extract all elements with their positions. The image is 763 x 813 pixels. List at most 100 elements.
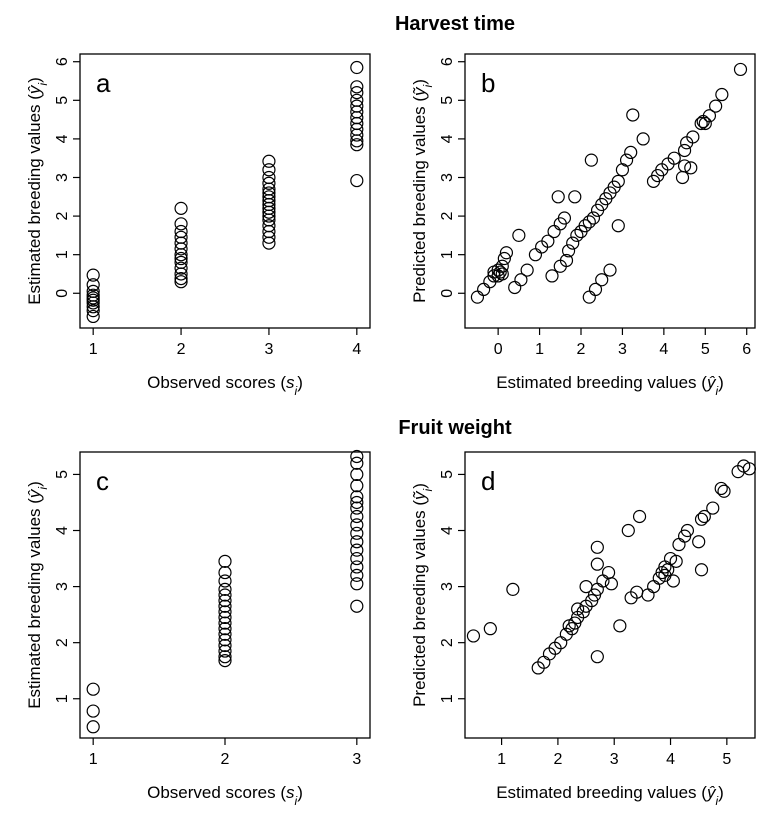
- data-point: [661, 563, 675, 577]
- data-point: [675, 170, 690, 185]
- data-point: [717, 484, 731, 498]
- data-point: [680, 523, 695, 538]
- data-point: [582, 215, 596, 229]
- data-point: [698, 116, 712, 131]
- data-point: [547, 224, 561, 239]
- y-tick-label: 1: [439, 694, 456, 703]
- data-point: [624, 145, 638, 160]
- data-point: [692, 535, 706, 549]
- data-point: [733, 62, 748, 77]
- panel-c: 1 2 3 1 2 3 4 5 Observed scores (si) Estimated br…: [25, 449, 371, 808]
- section-title-fruit-weight: Fruit weight: [398, 417, 512, 439]
- data-point: [613, 619, 627, 633]
- data-point: [641, 588, 655, 602]
- x-tick-label: 3: [264, 341, 273, 358]
- data-point: [590, 557, 604, 571]
- data-point: [512, 228, 526, 242]
- y-tick-label: 3: [439, 582, 456, 591]
- data-point: [174, 242, 188, 256]
- data-point: [350, 60, 364, 75]
- y-tick-label: 6: [54, 57, 71, 66]
- data-point: [218, 650, 232, 664]
- x-axis-label: Observed scores (si): [147, 783, 303, 808]
- data-point: [350, 173, 364, 188]
- y-tick-label: 1: [54, 250, 71, 259]
- y-tick-label: 4: [54, 526, 71, 535]
- data-point: [694, 116, 708, 131]
- data-point: [647, 579, 661, 594]
- plot-frame: [79, 53, 371, 329]
- x-axis-label: Estimated breeding values (ŷi): [496, 783, 724, 808]
- data-point: [586, 211, 601, 225]
- data-point: [619, 153, 634, 167]
- y-tick-label: 2: [439, 212, 456, 221]
- y-tick-label: 2: [439, 638, 456, 647]
- data-point: [218, 633, 232, 647]
- data-point: [694, 563, 709, 577]
- data-point: [579, 579, 593, 594]
- data-point: [218, 599, 232, 613]
- data-point: [562, 619, 576, 633]
- y-tick-label: 5: [54, 470, 71, 479]
- x-tick-label: 2: [177, 341, 186, 358]
- data-point: [218, 616, 232, 630]
- y-axis-label: Estimated breeding values (ŷi): [25, 481, 50, 709]
- data-point: [677, 159, 692, 173]
- data-point: [470, 290, 485, 304]
- plot-frame: [464, 451, 756, 739]
- data-point: [350, 128, 364, 142]
- data-point: [174, 217, 188, 231]
- data-point: [514, 273, 528, 287]
- data-point: [262, 205, 276, 219]
- data-point: [601, 565, 616, 580]
- x-tick-label: 1: [497, 751, 506, 768]
- data-point: [590, 650, 604, 664]
- data-point: [483, 622, 497, 636]
- x-tick-label: 4: [352, 341, 361, 358]
- data-point: [528, 248, 543, 262]
- data-point: [495, 267, 509, 281]
- data-point: [742, 462, 756, 476]
- data-point: [86, 704, 100, 718]
- data-point: [697, 509, 711, 524]
- data-point: [570, 228, 584, 242]
- data-point: [590, 540, 604, 554]
- data-point: [557, 211, 572, 225]
- panel-letter: a: [96, 68, 111, 98]
- data-point: [497, 251, 511, 266]
- data-point: [262, 163, 276, 177]
- data-point: [350, 518, 364, 532]
- data-point: [350, 80, 364, 94]
- data-point: [174, 248, 188, 262]
- y-tick-label: 5: [54, 96, 71, 105]
- data-point: [86, 304, 100, 318]
- x-tick-label: 3: [610, 751, 619, 768]
- x-tick-label: 3: [618, 341, 627, 358]
- y-tick-label: 1: [54, 694, 71, 703]
- data-point: [571, 602, 585, 616]
- x-tick-label: 2: [221, 751, 230, 768]
- data-point: [559, 253, 574, 268]
- data-point: [86, 309, 100, 324]
- data-point: [578, 219, 592, 233]
- data-point: [86, 278, 100, 292]
- data-point: [595, 273, 609, 287]
- data-point: [686, 130, 700, 144]
- data-point: [86, 300, 100, 314]
- panel-letter: c: [96, 466, 109, 496]
- x-tick-label: 1: [89, 751, 98, 768]
- data-point: [551, 190, 565, 204]
- section-title-harvest-time: Harvest time: [395, 13, 515, 35]
- panel-b: 0 1 2 3 4 5 6 0 1 2 3 4 5 6 Estimated breeding values …: [410, 53, 756, 398]
- data-point: [86, 720, 100, 734]
- data-point: [596, 574, 610, 588]
- y-tick-label: 4: [439, 526, 456, 535]
- data-point: [262, 230, 276, 244]
- x-tick-label: 2: [577, 341, 586, 358]
- data-point: [566, 236, 580, 250]
- data-point: [709, 99, 723, 113]
- data-point: [350, 535, 364, 549]
- data-point: [218, 574, 232, 588]
- data-point: [350, 568, 364, 582]
- data-point: [626, 108, 640, 122]
